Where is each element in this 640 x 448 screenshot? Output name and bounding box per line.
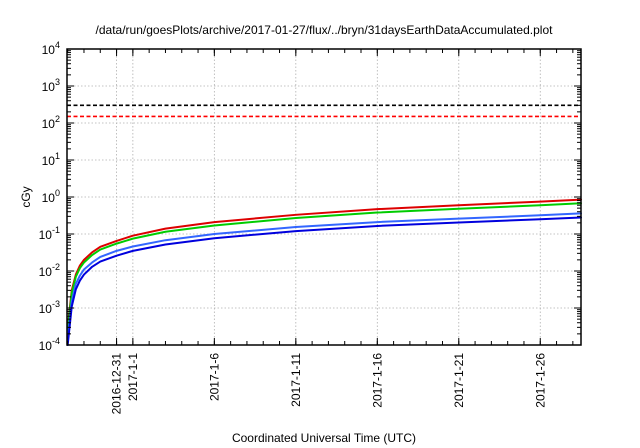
y-tick-exponent: 1 [55,151,60,161]
series-group [66,198,582,346]
y-tick-label: 10-2 [39,262,60,279]
x-tick-label: 2016-12-31 [110,353,124,415]
x-tick-labels: 2016-12-31 2017-1-1 2017-1-6 2017-1-11 2017-… [110,353,548,415]
y-tick-label: 10-1 [39,225,60,242]
x-tick-label: 2017-1-6 [207,353,221,401]
chart-title: /data/run/goesPlots/archive/2017-01-27/f… [96,23,554,37]
x-tick-label: 2017-1-21 [452,353,466,408]
y-tick-label: 103 [42,77,60,94]
reference-lines [67,104,581,118]
x-tick-label: 2017-1-1 [126,353,140,401]
y-tick-label: 100 [42,188,60,205]
series-line [66,202,582,332]
y-axis-label: cGy [19,186,33,207]
axis-ticks [67,48,581,346]
y-tick-exponent: -4 [52,336,60,346]
x-tick-label: 2017-1-11 [289,353,303,407]
y-tick-exponent: -1 [52,225,60,235]
y-tick-exponent: 4 [55,40,60,50]
x-axis-label: Coordinated Universal Time (UTC) [232,431,416,445]
y-tick-exponent: 0 [55,188,60,198]
y-tick-label: 104 [42,40,60,57]
grid [67,48,581,346]
series-line [66,216,582,346]
y-tick-exponent: -3 [52,299,60,309]
y-tick-label: 101 [42,151,60,168]
series-line [66,212,582,340]
x-tick-label: 2017-1-16 [370,353,384,408]
y-tick-exponent: 3 [55,77,60,87]
x-tick-label: 2017-1-26 [533,353,547,408]
y-tick-label: 10-3 [39,299,60,316]
y-tick-label: 102 [42,114,60,131]
y-tick-exponent: -2 [52,262,60,272]
y-tick-exponent: 2 [55,114,60,124]
y-tick-label: 10-4 [39,336,60,353]
